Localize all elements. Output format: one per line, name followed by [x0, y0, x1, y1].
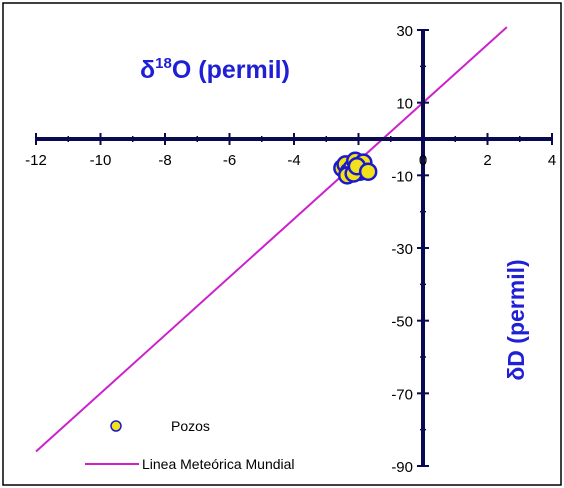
- x-tick-label: -4: [287, 152, 300, 169]
- data-point-pozos: [358, 162, 378, 181]
- legend-pozos-label: Pozos: [171, 418, 210, 434]
- x-tick-label: 4: [548, 152, 556, 169]
- x-axis-title: δ18O (permil): [140, 55, 290, 84]
- y-tick-label: -30: [391, 241, 413, 258]
- x-tick-label: 0: [419, 152, 427, 169]
- x-tick-label: 2: [483, 152, 491, 169]
- y-tick-label: 30: [396, 23, 413, 40]
- x-tick-label: -10: [90, 152, 112, 169]
- meteoric-line-layer: [35, 26, 508, 453]
- series-line-meteorica: [35, 26, 508, 453]
- ticks-layer: -12-10-8-6-4-20243010-10-30-50-70-90: [25, 23, 556, 476]
- legend-pozos-marker: [110, 420, 122, 432]
- x-axis-title-text: O (permil): [172, 56, 290, 84]
- y-axis-title: δD (permil): [503, 259, 529, 380]
- legend: Pozos Linea Meteórica Mundial: [85, 418, 295, 472]
- points-layer: [333, 151, 378, 185]
- x-tick-label: -12: [25, 152, 47, 169]
- y-tick-label: -70: [391, 386, 413, 403]
- x-axis-title-delta: δ: [140, 56, 155, 84]
- y-tick-label: -90: [391, 459, 413, 476]
- x-tick-label: -6: [223, 152, 236, 169]
- y-tick-label: -50: [391, 314, 413, 331]
- x-axis-title-superscript: 18: [155, 55, 172, 72]
- y-tick-label: -10: [391, 168, 413, 185]
- y-tick-label: 10: [396, 96, 413, 113]
- legend-line-label: Linea Meteórica Mundial: [142, 456, 295, 472]
- x-tick-label: -8: [158, 152, 171, 169]
